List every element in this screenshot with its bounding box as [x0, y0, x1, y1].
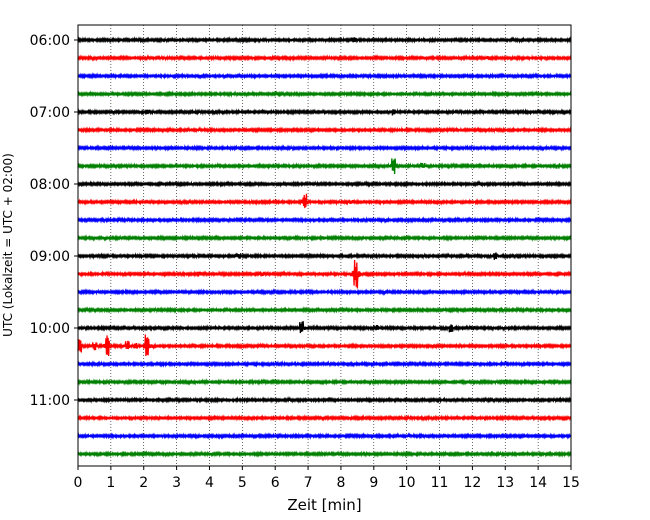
y-axis-label: UTC (Lokalzeit = UTC + 02:00) [1, 153, 15, 337]
trace-0800 [77, 180, 572, 188]
trace-1030 [77, 360, 572, 368]
x-tick-label: 14 [529, 475, 547, 491]
trace-1145 [77, 450, 572, 458]
trace-1015 [77, 334, 572, 357]
trace-0945 [77, 306, 572, 314]
x-tick-label: 12 [463, 475, 481, 491]
trace-0845 [77, 234, 572, 242]
x-tick-label: 5 [238, 475, 247, 491]
x-tick-label: 3 [172, 475, 181, 491]
x-axis-label: Zeit [min] [287, 496, 361, 514]
x-tick-label: 4 [205, 475, 214, 491]
x-tick-label: 9 [369, 475, 378, 491]
trace-0830 [77, 216, 572, 224]
trace-1115 [77, 414, 572, 422]
y-tick-label: 10:00 [30, 321, 70, 337]
trace-1045 [77, 378, 572, 386]
trace-0715 [77, 126, 572, 134]
x-tick-label: 7 [304, 475, 313, 491]
trace-1000 [77, 321, 572, 334]
trace-0630 [77, 72, 572, 80]
plot-frame [77, 24, 572, 467]
trace-0815 [77, 193, 572, 209]
x-tick-label: 1 [106, 475, 115, 491]
x-ticks: 0 1 2 3 4 5 6 7 8 9 10 11 12 13 14 15 [74, 466, 580, 491]
y-tick-label: 07:00 [30, 105, 70, 121]
y-tick-label: 08:00 [30, 177, 70, 193]
trace-1100 [77, 396, 572, 404]
trace-1130 [77, 432, 572, 440]
y-tick-label: 09:00 [30, 249, 70, 265]
trace-0930 [77, 288, 572, 296]
trace-0645 [77, 90, 572, 98]
x-tick-label: 0 [74, 475, 83, 491]
y-ticks: 06:00 07:00 08:00 09:00 10:00 11:00 [30, 33, 78, 409]
x-tick-label: 13 [496, 475, 514, 491]
traces [77, 36, 572, 458]
trace-0745 [77, 158, 572, 174]
x-tick-label: 15 [562, 475, 580, 491]
x-tick-label: 11 [431, 475, 449, 491]
trace-0900 [77, 252, 572, 260]
trace-0600 [77, 36, 572, 44]
y-tick-label: 11:00 [30, 393, 70, 409]
x-tick-label: 6 [271, 475, 280, 491]
y-tick-label: 06:00 [30, 33, 70, 49]
trace-0730 [77, 144, 572, 152]
trace-0615 [77, 54, 572, 62]
x-tick-label: 2 [139, 475, 148, 491]
x-tick-label: 10 [398, 475, 416, 491]
x-tick-label: 8 [336, 475, 345, 491]
trace-0915 [77, 260, 572, 289]
trace-0700 [77, 108, 572, 116]
